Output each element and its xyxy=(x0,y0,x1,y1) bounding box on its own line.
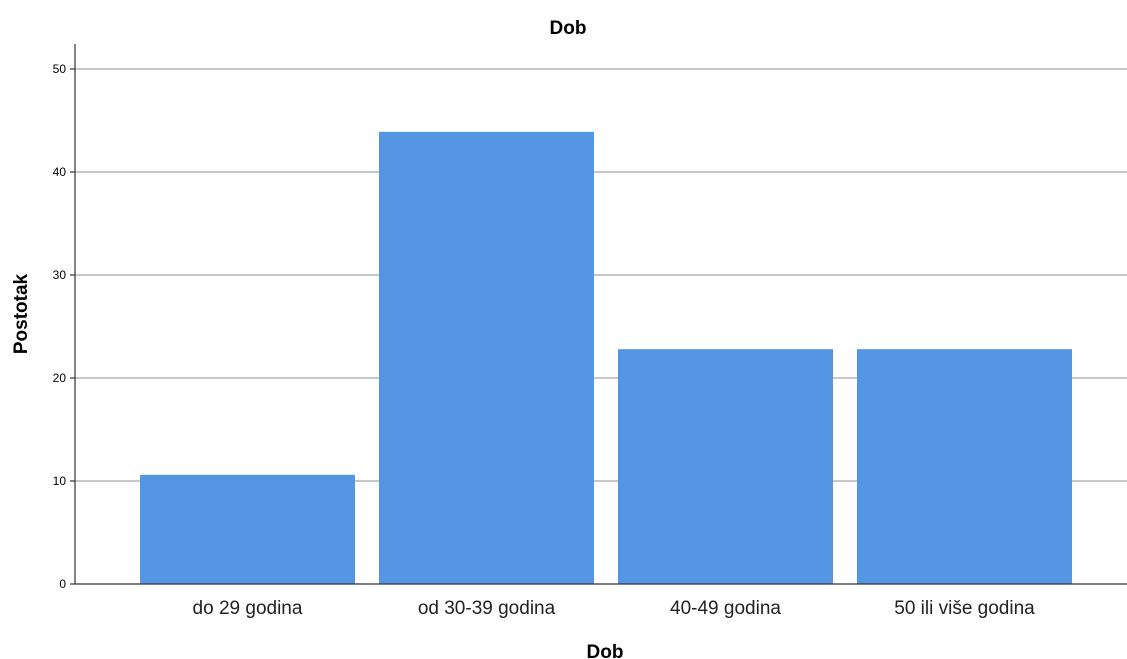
y-ticks: 0 10 20 30 40 50 xyxy=(53,62,75,591)
y-axis-label: Postotak xyxy=(11,273,32,354)
chart-title: Dob xyxy=(550,18,587,39)
y-tick-label-40: 40 xyxy=(53,165,67,179)
y-tick-label-30: 30 xyxy=(53,268,67,282)
x-category-label-2: od 30-39 godina xyxy=(418,598,556,619)
x-category-label-4: 50 ili više godina xyxy=(894,598,1035,619)
bar-4 xyxy=(857,349,1072,584)
axes xyxy=(74,44,1127,585)
y-tick-label-0: 0 xyxy=(59,577,66,591)
bar-1 xyxy=(140,474,355,584)
x-category-label-3: 40-49 godina xyxy=(670,598,781,619)
bar-3 xyxy=(618,349,833,584)
y-tick-label-20: 20 xyxy=(53,371,67,385)
x-category-labels: do 29 godina od 30-39 godina 40-49 godina 5… xyxy=(193,598,1036,619)
x-axis-label: Dob xyxy=(587,642,624,659)
y-tick-label-10: 10 xyxy=(53,474,67,488)
y-tick-label-50: 50 xyxy=(53,62,67,76)
x-category-label-1: do 29 godina xyxy=(193,598,303,619)
bars xyxy=(140,131,1072,584)
bar-2 xyxy=(379,131,594,584)
